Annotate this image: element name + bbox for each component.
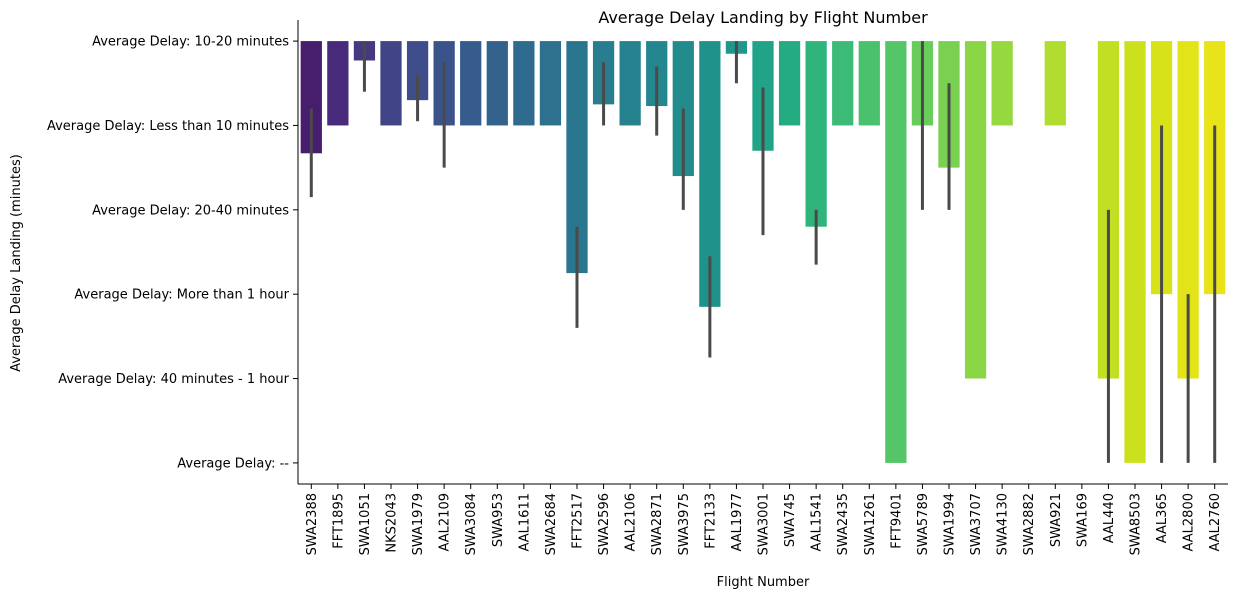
x-tick-label: SWA1979 xyxy=(411,493,426,555)
x-tick-label: SWA745 xyxy=(783,493,798,547)
bar-swa921 xyxy=(1044,41,1066,126)
x-tick-label: SWA1994 xyxy=(943,493,958,555)
x-tick-label: SWA3707 xyxy=(969,493,984,555)
x-tick-label: SWA2435 xyxy=(836,493,851,555)
bar-fft1895 xyxy=(327,41,349,126)
bar-fft2517 xyxy=(566,41,588,274)
x-tick-label: SWA953 xyxy=(491,493,506,547)
x-tick-label: AAL440 xyxy=(1102,493,1117,543)
bar-swa2435 xyxy=(832,41,854,126)
x-tick-label: AAL2800 xyxy=(1182,493,1197,551)
x-tick-label: FFT9401 xyxy=(889,493,904,549)
x-tick-label: AAL2106 xyxy=(624,493,639,551)
bar-aal2106 xyxy=(619,41,641,126)
y-tick-label: Average Delay: More than 1 hour xyxy=(74,288,289,303)
x-tick-label: AAL2109 xyxy=(438,493,453,551)
chart-title: Average Delay Landing by Flight Number xyxy=(598,8,928,27)
bar-swa8503 xyxy=(1124,41,1146,463)
x-tick-label: FFT1895 xyxy=(331,493,346,549)
x-tick-label: AAL1977 xyxy=(730,493,745,551)
x-tick-label: SWA921 xyxy=(1049,493,1064,547)
y-tick-label: Average Delay: 10-20 minutes xyxy=(92,35,289,50)
x-tick-label: SWA2388 xyxy=(305,493,320,555)
bar-nks2043 xyxy=(380,41,402,126)
x-tick-label: SWA5789 xyxy=(916,493,931,555)
bars-layer xyxy=(300,41,1226,463)
x-tick-label: FFT2517 xyxy=(571,493,586,549)
y-axis-label: Average Delay Landing (minutes) xyxy=(9,154,24,372)
bar-swa745 xyxy=(778,41,801,126)
bar-swa3084 xyxy=(460,41,482,126)
x-tick-label: FFT2133 xyxy=(703,493,718,549)
bar-aal1611 xyxy=(513,41,535,126)
bar-swa953 xyxy=(486,41,508,126)
x-tick-label: SWA4130 xyxy=(996,493,1011,555)
bar-swa4130 xyxy=(991,41,1013,126)
x-tick-label: AAL2760 xyxy=(1208,493,1223,551)
y-tick-label: Average Delay: 20-40 minutes xyxy=(92,203,289,218)
bar-fft9401 xyxy=(885,41,907,463)
bar-swa3707 xyxy=(964,41,987,379)
bar-aal1541 xyxy=(805,41,827,227)
x-tick-label: AAL365 xyxy=(1155,493,1170,543)
bar-aal440 xyxy=(1097,41,1120,379)
x-tick-label: AAL1611 xyxy=(517,493,532,551)
bar-swa2388 xyxy=(300,41,322,154)
y-axis: Average Delay: 10-20 minutes Average Dela… xyxy=(47,35,298,471)
bar-fft2133 xyxy=(699,41,721,307)
bar-swa2684 xyxy=(539,41,562,126)
x-tick-label: SWA1261 xyxy=(863,493,878,555)
x-tick-label: SWA3975 xyxy=(677,493,692,555)
x-tick-label: SWA2871 xyxy=(650,493,665,555)
x-tick-label: SWA2882 xyxy=(1022,493,1037,555)
y-tick-label: Average Delay: 40 minutes - 1 hour xyxy=(58,372,289,387)
bar-swa1979 xyxy=(406,41,429,101)
x-axis-label: Flight Number xyxy=(717,575,810,590)
x-tick-label: SWA8503 xyxy=(1129,493,1144,555)
x-tick-label: SWA2684 xyxy=(544,493,559,555)
error-bars-layer xyxy=(309,41,1217,463)
x-tick-label: SWA2596 xyxy=(597,493,612,555)
x-tick-label: SWA169 xyxy=(1075,493,1090,547)
x-tick-label: NKS2043 xyxy=(385,493,400,553)
bar-aal2800 xyxy=(1177,41,1199,379)
x-tick-label: SWA1051 xyxy=(358,493,373,555)
x-tick-label: SWA3084 xyxy=(464,493,479,555)
bar-swa1261 xyxy=(858,41,880,126)
x-tick-label: SWA3001 xyxy=(757,493,772,555)
x-tick-label: AAL1541 xyxy=(810,493,825,551)
y-tick-label: Average Delay: Less than 10 minutes xyxy=(47,119,289,134)
y-tick-label: Average Delay: -- xyxy=(177,456,289,471)
x-axis: SWA2388 FFT1895 SWA1051 NKS2043 SWA1979 AAL21… xyxy=(305,484,1223,555)
